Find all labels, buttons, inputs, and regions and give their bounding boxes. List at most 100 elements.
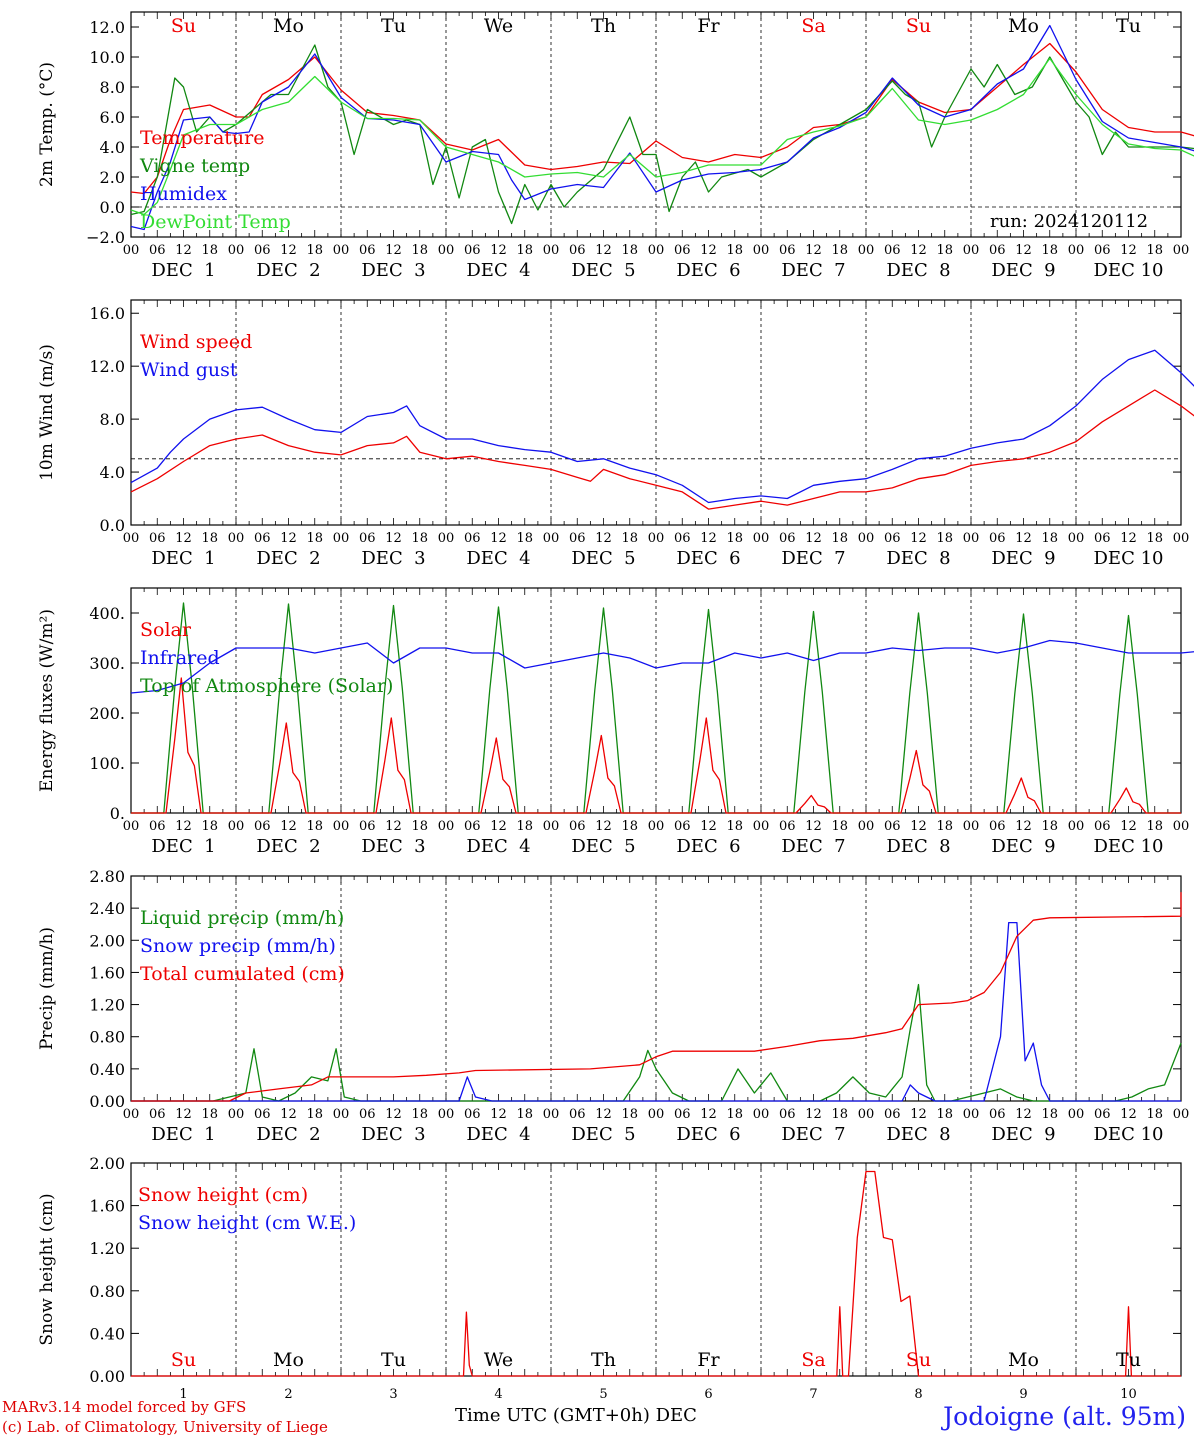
hour-tick-label: 12 bbox=[700, 243, 717, 258]
series-toa-solar bbox=[446, 606, 551, 814]
y-tick-label: 2.0 bbox=[100, 168, 125, 187]
hour-tick-label: 06 bbox=[779, 531, 796, 546]
date-label: DEC 1 bbox=[151, 836, 215, 857]
hour-tick-label: 12 bbox=[490, 1107, 507, 1122]
weekday-label: Sa bbox=[801, 1349, 825, 1371]
hour-tick-label: 00 bbox=[963, 531, 980, 546]
date-label: DEC 7 bbox=[781, 548, 845, 569]
series-solar bbox=[446, 737, 551, 814]
hour-tick-label: 06 bbox=[359, 1107, 376, 1122]
date-label: DEC 2 bbox=[256, 548, 320, 569]
hour-tick-label: 06 bbox=[989, 243, 1006, 258]
hour-tick-label: 18 bbox=[1041, 819, 1058, 834]
hour-tick-label: 00 bbox=[753, 819, 770, 834]
hour-tick-label: 12 bbox=[385, 1107, 402, 1122]
hour-tick-label: 18 bbox=[621, 819, 638, 834]
hour-tick-label: 18 bbox=[411, 1107, 428, 1122]
hour-tick-label: 06 bbox=[254, 819, 271, 834]
footer-lab-credit: (c) Lab. of Climatology, University of L… bbox=[2, 1418, 328, 1436]
series-solar bbox=[971, 777, 1076, 814]
date-label: DEC 7 bbox=[781, 260, 845, 281]
hour-tick-label: 12 bbox=[1015, 243, 1032, 258]
hour-tick-label: 00 bbox=[1173, 531, 1190, 546]
y-tick-label: 1.60 bbox=[89, 963, 125, 982]
y-tick-label: 8.0 bbox=[100, 410, 125, 429]
date-label: DEC 4 bbox=[466, 836, 530, 857]
day-number-label: 8 bbox=[914, 1387, 922, 1400]
series-toa-solar bbox=[551, 607, 656, 814]
hour-tick-label: 12 bbox=[910, 531, 927, 546]
date-label: DEC 1 bbox=[151, 1124, 215, 1145]
y-tick-label: 1.20 bbox=[89, 996, 125, 1015]
hour-tick-label: 12 bbox=[1120, 1107, 1137, 1122]
hour-tick-label: 06 bbox=[884, 243, 901, 258]
date-label: DEC 8 bbox=[886, 260, 950, 281]
hour-tick-label: 00 bbox=[1173, 819, 1190, 834]
legend-entry: Vigne temp bbox=[139, 155, 250, 177]
series-solar bbox=[341, 717, 446, 814]
hour-tick-label: 18 bbox=[936, 1107, 953, 1122]
date-label: DEC 1 bbox=[151, 548, 215, 569]
hour-tick-label: 18 bbox=[726, 819, 743, 834]
hour-tick-label: 06 bbox=[779, 1107, 796, 1122]
weekday-label: Su bbox=[906, 1349, 931, 1371]
hour-tick-label: 18 bbox=[201, 1107, 218, 1122]
hour-tick-label: 12 bbox=[805, 819, 822, 834]
hour-tick-label: 06 bbox=[989, 1107, 1006, 1122]
hour-tick-label: 06 bbox=[674, 1107, 691, 1122]
date-label: DEC 8 bbox=[886, 548, 950, 569]
hour-tick-label: 18 bbox=[726, 1107, 743, 1122]
hour-tick-label: 06 bbox=[989, 819, 1006, 834]
hour-tick-label: 12 bbox=[805, 1107, 822, 1122]
hour-tick-label: 18 bbox=[621, 243, 638, 258]
meteogram: 12.010.08.06.04.02.00.0−2.02m Temp. (°C)… bbox=[37, 11, 1194, 1400]
date-label: DEC 5 bbox=[571, 548, 635, 569]
series-toa-solar bbox=[341, 604, 446, 814]
hour-tick-label: 06 bbox=[1094, 1107, 1111, 1122]
hour-tick-label: 18 bbox=[831, 243, 848, 258]
hour-tick-label: 12 bbox=[700, 1107, 717, 1122]
date-label: DEC 5 bbox=[571, 260, 635, 281]
legend-entry: Wind gust bbox=[140, 359, 238, 381]
date-label: DEC 7 bbox=[781, 836, 845, 857]
date-label: DEC 3 bbox=[361, 1124, 425, 1145]
hour-tick-label: 18 bbox=[831, 1107, 848, 1122]
hour-tick-label: 12 bbox=[910, 819, 927, 834]
hour-tick-label: 00 bbox=[228, 1107, 245, 1122]
hour-tick-label: 00 bbox=[543, 243, 560, 258]
hour-tick-label: 00 bbox=[1173, 243, 1190, 258]
series-toa-solar bbox=[656, 608, 761, 814]
legend-entry: Snow height (cm W.E.) bbox=[138, 1212, 356, 1234]
hour-tick-label: 06 bbox=[884, 819, 901, 834]
y-tick-label: 10.0 bbox=[89, 48, 125, 67]
date-label: DEC 4 bbox=[466, 1124, 530, 1145]
hour-tick-label: 00 bbox=[648, 819, 665, 834]
hour-tick-label: 00 bbox=[333, 1107, 350, 1122]
date-label: DEC 6 bbox=[676, 260, 740, 281]
hour-tick-label: 06 bbox=[149, 531, 166, 546]
y-tick-label: 1.20 bbox=[89, 1239, 125, 1258]
weekday-label: Mo bbox=[1008, 15, 1039, 37]
y-tick-label: 2.80 bbox=[89, 867, 125, 886]
hour-tick-label: 12 bbox=[175, 1107, 192, 1122]
plot-frame bbox=[130, 11, 1182, 238]
plot-frame bbox=[130, 587, 1182, 814]
hour-tick-label: 00 bbox=[228, 531, 245, 546]
hour-tick-label: 18 bbox=[621, 531, 638, 546]
series-dewpoint-temp bbox=[130, 57, 1194, 216]
hour-tick-label: 06 bbox=[779, 243, 796, 258]
hour-tick-label: 12 bbox=[595, 1107, 612, 1122]
hour-tick-label: 00 bbox=[753, 531, 770, 546]
weekday-label: Mo bbox=[273, 1349, 304, 1371]
hour-tick-label: 18 bbox=[1146, 1107, 1163, 1122]
hour-tick-label: 06 bbox=[359, 819, 376, 834]
y-tick-label: 1.60 bbox=[89, 1197, 125, 1216]
hour-tick-label: 18 bbox=[306, 1107, 323, 1122]
hour-tick-label: 00 bbox=[543, 531, 560, 546]
hour-tick-label: 18 bbox=[831, 819, 848, 834]
weekday-label: We bbox=[484, 15, 513, 37]
hour-tick-label: 12 bbox=[385, 531, 402, 546]
day-number-label: 6 bbox=[704, 1387, 712, 1400]
date-label: DEC 3 bbox=[361, 260, 425, 281]
hour-tick-label: 00 bbox=[123, 243, 140, 258]
